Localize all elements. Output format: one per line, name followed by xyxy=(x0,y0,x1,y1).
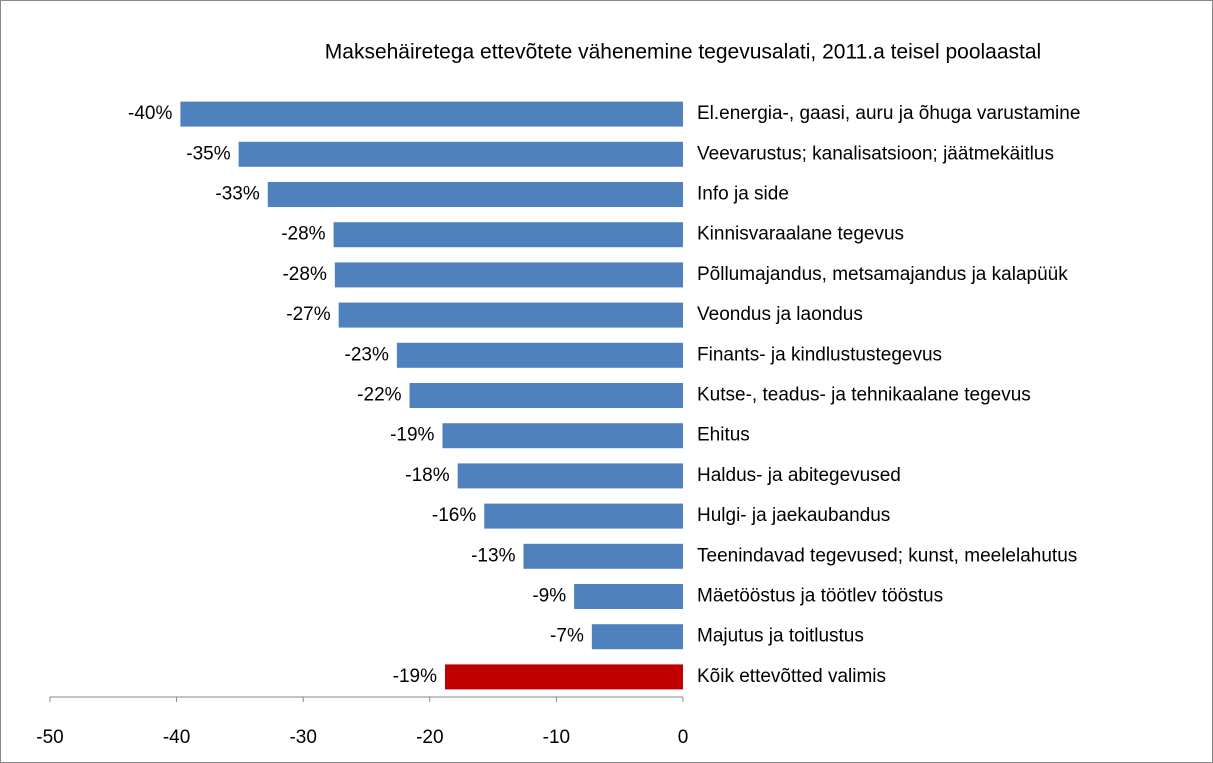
category-label: Kõik ettevõtted valimis xyxy=(697,666,886,687)
bar xyxy=(238,141,683,167)
bar xyxy=(444,664,683,690)
value-label: -23% xyxy=(345,344,389,365)
value-label: -19% xyxy=(393,666,437,687)
bar xyxy=(180,101,683,127)
value-label: -7% xyxy=(550,626,584,647)
category-label: Veondus ja laondus xyxy=(697,304,863,325)
category-label: Kinnisvaraalane tegevus xyxy=(697,224,904,245)
category-label: Finants- ja kindlustustegevus xyxy=(697,344,942,365)
x-tick-label: -30 xyxy=(289,727,316,748)
chart-title: Maksehäiretega ettevõtete vähenemine teg… xyxy=(325,41,1041,64)
bar xyxy=(591,624,683,650)
category-label: Mäetööstus ja töötlev tööstus xyxy=(697,586,943,607)
category-label: Hulgi- ja jaekaubandus xyxy=(697,505,890,526)
value-label: -22% xyxy=(357,385,401,406)
category-label: Majutus ja toitlustus xyxy=(697,626,864,647)
bar xyxy=(338,302,683,328)
bar xyxy=(442,423,683,449)
x-tick-label: -10 xyxy=(543,727,570,748)
value-label: -13% xyxy=(471,545,515,566)
value-label: -19% xyxy=(390,425,434,446)
value-label: -27% xyxy=(286,304,330,325)
category-label: Kutse-, teadus- ja tehnikaalane tegevus xyxy=(697,385,1031,406)
bar xyxy=(523,543,683,569)
x-tick-label: -50 xyxy=(36,727,63,748)
category-label: Ehitus xyxy=(697,425,750,446)
bar xyxy=(457,463,683,489)
value-label: -9% xyxy=(532,586,566,607)
value-label: -40% xyxy=(128,103,172,124)
value-label: -18% xyxy=(405,465,449,486)
bar xyxy=(484,503,683,529)
bar xyxy=(333,222,683,248)
category-label: El.energia-, gaasi, auru ja õhuga varust… xyxy=(697,103,1080,124)
bar xyxy=(409,383,683,408)
category-label: Haldus- ja abitegevused xyxy=(697,465,901,486)
value-label: -16% xyxy=(432,505,476,526)
category-label: Põllumajandus, metsamajandus ja kalapüük xyxy=(697,264,1068,285)
x-tick-label: 0 xyxy=(678,727,689,748)
value-label: -28% xyxy=(282,264,326,285)
bar xyxy=(574,584,683,609)
bar xyxy=(334,262,683,288)
category-label: Teenindavad tegevused; kunst, meelelahut… xyxy=(697,545,1077,566)
bar xyxy=(396,342,683,368)
value-label: -28% xyxy=(281,224,325,245)
x-tick-label: -40 xyxy=(163,727,190,748)
x-tick-label: -20 xyxy=(416,727,443,748)
category-label: Info ja side xyxy=(697,184,789,205)
value-label: -33% xyxy=(215,184,259,205)
category-label: Veevarustus; kanalisatsioon; jäätmekäitl… xyxy=(697,143,1054,164)
bar xyxy=(267,182,683,207)
value-label: -35% xyxy=(186,143,230,164)
